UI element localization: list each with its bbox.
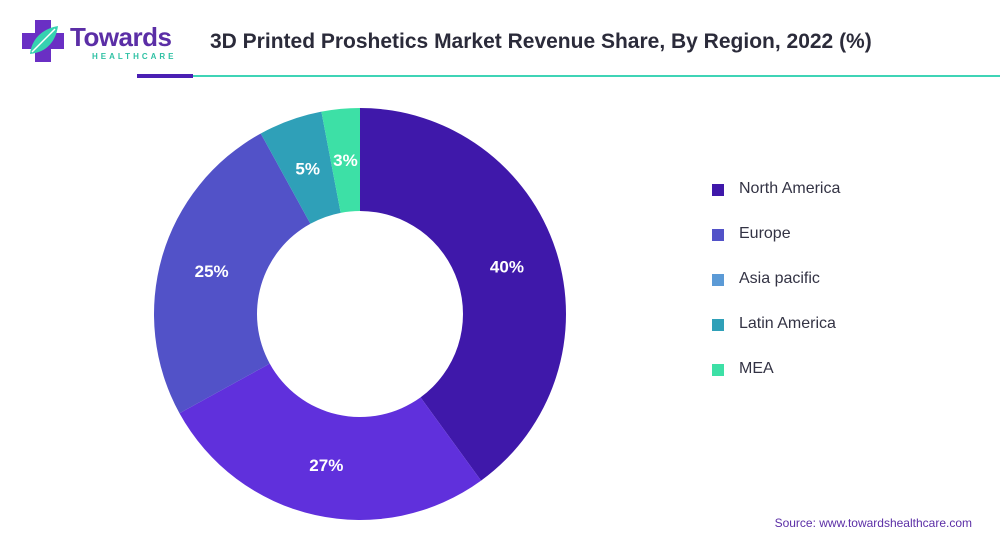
legend-label: Asia pacific — [739, 270, 820, 287]
legend-swatch — [712, 229, 724, 241]
title-rule — [193, 75, 1000, 77]
legend-label: Europe — [739, 225, 791, 242]
brand-name: Towards — [70, 22, 172, 52]
legend-label: North America — [739, 180, 841, 197]
slice-label: 40% — [490, 257, 524, 276]
legend-label: Latin America — [739, 315, 836, 332]
slice-label: 3% — [333, 151, 358, 170]
medical-cross-leaf-icon — [22, 20, 64, 62]
title-rule-accent — [137, 74, 193, 78]
legend-swatch — [712, 319, 724, 331]
slice-label: 27% — [309, 456, 343, 475]
donut-slice — [179, 363, 482, 520]
legend-label: MEA — [739, 360, 774, 377]
legend-swatch — [712, 274, 724, 286]
donut-slice — [321, 108, 360, 213]
legend-swatch — [712, 184, 724, 196]
legend-swatch — [712, 364, 724, 376]
donut-slice — [153, 133, 311, 414]
brand-logo: Towards HEALTHCARE — [20, 18, 200, 64]
donut-slice — [260, 111, 341, 224]
brand-tagline: HEALTHCARE — [92, 52, 177, 61]
source-note: Source: www.towardshealthcare.com — [774, 516, 972, 530]
slice-label: 5% — [295, 160, 320, 179]
slice-label: 25% — [195, 262, 229, 281]
chart-title: 3D Printed Proshetics Market Revenue Sha… — [210, 30, 872, 53]
donut-slice — [360, 108, 567, 481]
